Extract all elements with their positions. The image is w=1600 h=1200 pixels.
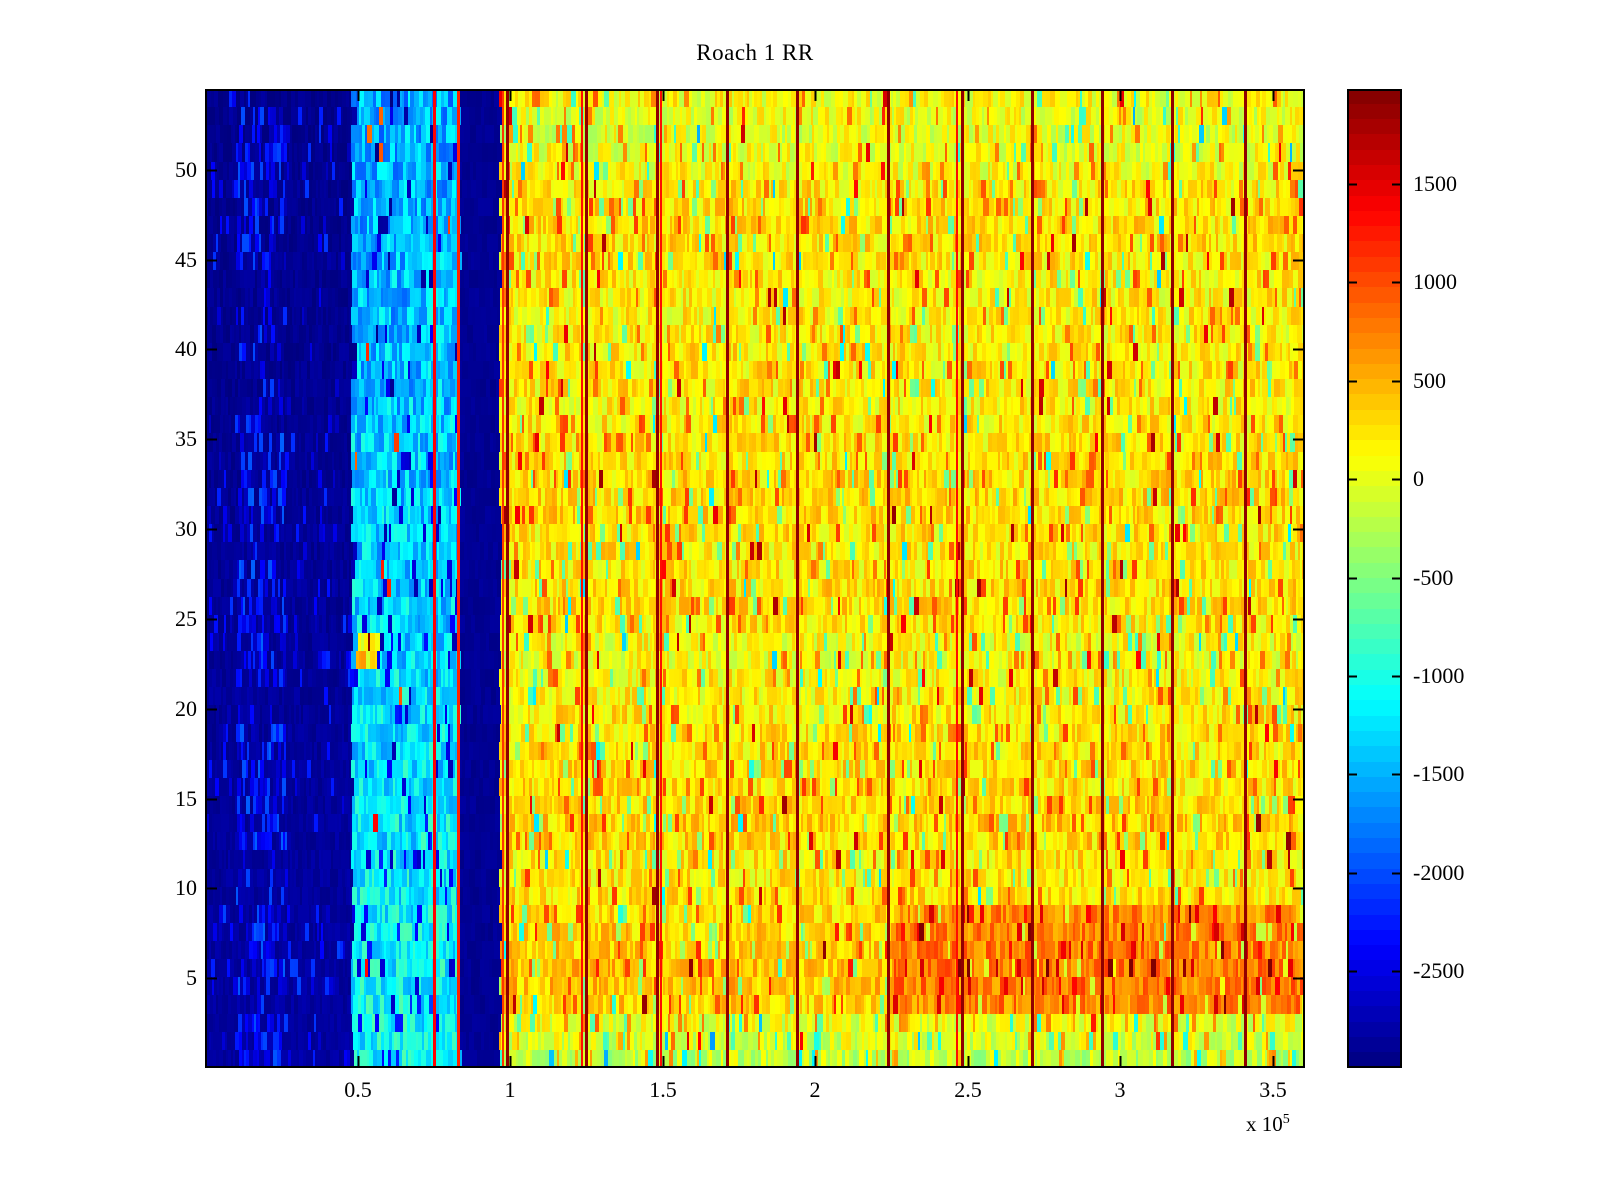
x-axis-tick-label: 3.5	[1259, 1077, 1287, 1102]
y-axis-tick-label: 15	[175, 786, 197, 811]
y-axis-tick-label: 35	[175, 426, 197, 451]
y-axis-tick-label: 20	[175, 696, 197, 721]
x-axis-tick-label: 0.5	[344, 1077, 372, 1102]
page-title: Roach 1 RR	[696, 40, 814, 65]
colorbar-tick-label: 1000	[1413, 269, 1457, 294]
x-axis-tick-label: 3	[1114, 1077, 1126, 1102]
x-axis-tick-label: 2	[809, 1077, 821, 1102]
y-axis-tick-label: 5	[186, 965, 197, 990]
y-axis-tick-label: 10	[175, 875, 197, 900]
y-axis-tick-label: 30	[175, 516, 197, 541]
colorbar-tick-label: -500	[1413, 565, 1454, 590]
colorbar-tick-label: -2500	[1413, 958, 1465, 983]
colorbar-tick-label: -1000	[1413, 663, 1465, 688]
x-axis-exponent-label: x 105	[1246, 1112, 1290, 1137]
x-exponent-power: 5	[1282, 1112, 1290, 1127]
colorbar-tick-label: 500	[1413, 368, 1446, 393]
colorbar-tick-label: -1500	[1413, 761, 1465, 786]
colorbar-canvas	[1347, 89, 1402, 1068]
y-axis-tick-label: 40	[175, 336, 197, 361]
x-axis-tick-label: 1.5	[649, 1077, 677, 1102]
y-axis-tick-label: 50	[175, 157, 197, 182]
colorbar-tick-label: 0	[1413, 466, 1424, 491]
colorbar-tick-label: 1500	[1413, 171, 1457, 196]
x-axis-tick-label: 2.5	[954, 1077, 982, 1102]
x-exponent-mantissa: x 10	[1246, 1112, 1283, 1136]
y-axis-tick-label: 45	[175, 247, 197, 272]
heatmap-canvas	[205, 89, 1305, 1068]
colorbar-tick-label: -2000	[1413, 860, 1465, 885]
y-axis-tick-label: 25	[175, 606, 197, 631]
x-axis-tick-label: 1	[504, 1077, 516, 1102]
